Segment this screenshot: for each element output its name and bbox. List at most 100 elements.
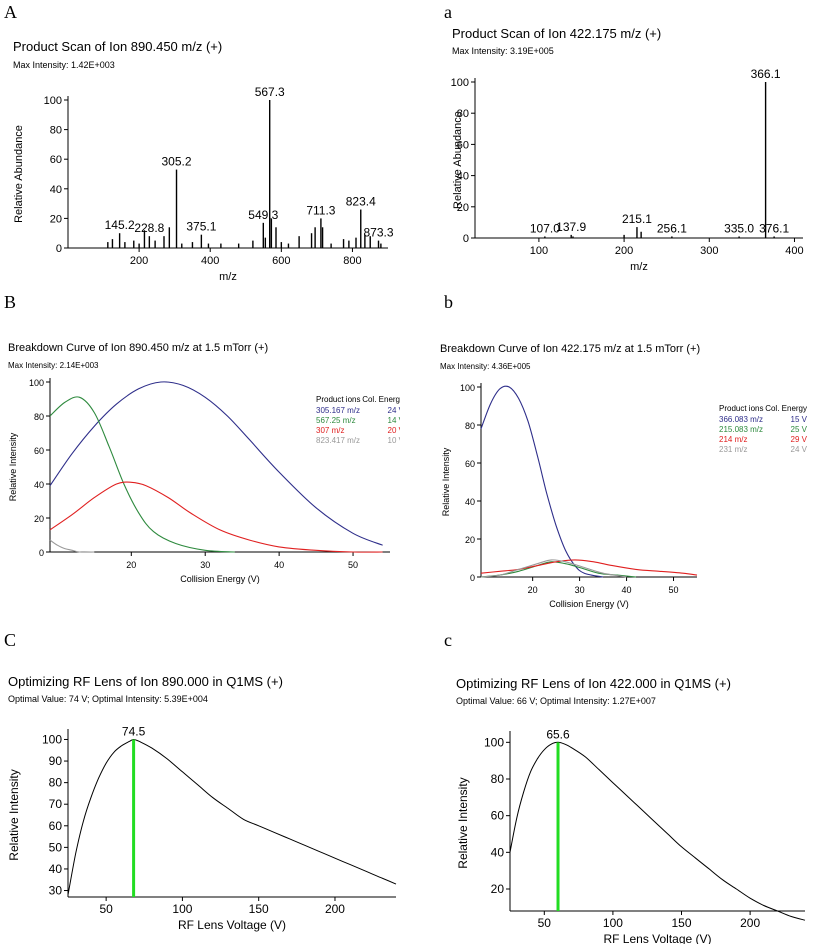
x-axis-label-A: m/z: [219, 271, 237, 280]
x-tick-label-B: 30: [200, 560, 210, 570]
x-tick-label-b: 20: [528, 585, 538, 595]
optimum-label-C: 74.5: [122, 724, 146, 738]
x-tick-label-A: 600: [272, 255, 290, 267]
chart-title-b: Breakdown Curve of Ion 422.175 m/z at 1.…: [440, 343, 701, 355]
y-tick-label-b: 40: [465, 497, 475, 507]
chart-subtitle-B: Max Intensity: 2.14E+003: [8, 361, 99, 370]
y-tick-label-A: 100: [44, 95, 62, 107]
x-axis-label-a: m/z: [630, 261, 648, 273]
peak-label-a: 137.9: [556, 220, 586, 234]
series-line-B: [49, 381, 383, 546]
y-tick-label-c: 100: [484, 735, 504, 749]
peak-label-A: 145.2: [105, 218, 135, 232]
y-tick-label-a: 40: [457, 171, 469, 183]
chart-b: 0 20 40 60 80 100 20 30 40 50 Collision Energy (V)…: [441, 383, 808, 609]
chart-subtitle-c: Optimal Value: 66 V; Optimal Intensity: …: [456, 696, 656, 706]
chart-B: 0 20 40 60 80 100 20 30 40 50 Collision Energy (V)…: [8, 378, 400, 584]
y-axis-label-B: Relative Intensity: [8, 432, 18, 501]
y-tick-label-a: 0: [463, 233, 469, 245]
chart-title-a: Product Scan of Ion 422.175 m/z (+): [452, 26, 662, 41]
peak-label-a: 335.0: [724, 221, 754, 235]
x-tick-label-B: 50: [348, 560, 358, 570]
peak-label-A: 549.3: [248, 208, 278, 222]
x-tick-label-B: 40: [274, 560, 284, 570]
y-tick-label-c: 80: [491, 772, 505, 786]
chart-c: 20 40 60 80 100 50 100 150 200 RF Lens Voltage (V…: [456, 727, 806, 944]
legend-ion-B: 823.417 m/z: [316, 436, 360, 445]
series-line-B: [49, 539, 95, 553]
y-tick-label-C: 100: [42, 732, 62, 746]
y-tick-label-C: 80: [49, 776, 63, 790]
peak-label-A: 375.1: [186, 220, 216, 234]
x-tick-label-b: 30: [575, 585, 585, 595]
legend-ion-b: 214 m/z: [719, 435, 747, 444]
x-tick-label-C: 150: [249, 902, 269, 916]
peak-label-a: 376.1: [759, 221, 789, 235]
x-axis-label-b: Collision Energy (V): [549, 599, 629, 609]
y-tick-label-c: 40: [491, 845, 505, 859]
x-tick-label-C: 50: [99, 902, 113, 916]
y-tick-label-B: 80: [34, 412, 44, 422]
y-tick-label-B: 20: [34, 514, 44, 524]
peak-label-A: 305.2: [161, 155, 191, 169]
peak-label-a: 366.1: [751, 67, 781, 81]
legend-ion-B: 567.25 m/z: [316, 416, 356, 425]
y-tick-label-C: 70: [49, 797, 63, 811]
y-axis-label-C: Relative Intensity: [7, 769, 21, 860]
chart-title-A: Product Scan of Ion 890.450 m/z (+): [13, 39, 223, 54]
chart-A: 0 20 40 60 80 100 200 400 600 800 m/z Relative Abun…: [13, 85, 394, 280]
legend-energy-b: 24 V: [791, 445, 808, 454]
x-tick-label-A: 400: [201, 255, 219, 267]
x-tick-label-C: 200: [325, 902, 345, 916]
y-tick-label-b: 20: [465, 535, 475, 545]
x-tick-label-A: 800: [343, 255, 361, 267]
legend-header-energy-b: Col. Energy: [765, 404, 807, 413]
legend-header-ions-B: Product ions: [316, 395, 360, 404]
peak-label-A: 873.3: [363, 226, 393, 240]
rf-curve-C: [67, 738, 397, 895]
y-tick-label-c: 20: [491, 882, 505, 896]
chart-title-c: Optimizing RF Lens of Ion 422.000 in Q1M…: [456, 676, 731, 691]
y-axis-label-A: Relative Abundance: [13, 125, 25, 223]
chart-title-C: Optimizing RF Lens of Ion 890.000 in Q1M…: [8, 674, 283, 689]
x-tick-label-c: 150: [671, 916, 691, 930]
peak-label-A: 228.8: [134, 221, 164, 235]
y-tick-label-b: 0: [470, 573, 475, 583]
legend-header-ions-b: Product ions: [719, 404, 763, 413]
panel-label-A: A: [4, 2, 17, 22]
y-axis-label-c: Relative Intensity: [456, 777, 470, 868]
y-tick-label-C: 30: [49, 884, 63, 898]
legend-energy-B: 14 V: [388, 416, 400, 425]
y-tick-label-B: 40: [34, 480, 44, 490]
panel-label-c: c: [444, 630, 452, 650]
y-tick-label-A: 60: [50, 154, 62, 166]
legend-energy-b: 29 V: [791, 435, 808, 444]
legend-header-energy-B: Col. Energy: [362, 395, 400, 404]
chart-subtitle-A: Max Intensity: 1.42E+003: [13, 60, 115, 70]
x-tick-label-a: 200: [615, 245, 633, 257]
y-tick-label-C: 60: [49, 819, 63, 833]
chart-subtitle-b: Max Intensity: 4.36E+005: [440, 362, 531, 371]
peak-label-A: 711.3: [306, 203, 335, 217]
y-tick-label-b: 100: [460, 383, 475, 393]
y-tick-label-a: 20: [457, 202, 469, 214]
x-tick-label-a: 400: [785, 245, 803, 257]
x-tick-label-b: 40: [622, 585, 632, 595]
chart-C: 30 40 50 60 70 80 90 100 50 100 150 200 RF Lens Volt…: [7, 724, 397, 932]
legend-ion-b: 215.083 m/z: [719, 425, 763, 434]
y-tick-label-A: 80: [50, 125, 62, 137]
y-tick-label-c: 60: [491, 809, 505, 823]
chart-subtitle-C: Optimal Value: 74 V; Optimal Intensity: …: [8, 694, 208, 704]
y-tick-label-b: 60: [465, 459, 475, 469]
panel-label-a: a: [444, 2, 452, 22]
optimum-label-c: 65.6: [546, 727, 570, 741]
legend-energy-b: 25 V: [791, 425, 808, 434]
legend-energy-b: 15 V: [791, 415, 808, 424]
x-tick-label-C: 100: [172, 902, 192, 916]
chart-subtitle-a: Max Intensity: 3.19E+005: [452, 46, 554, 56]
y-tick-label-C: 50: [49, 840, 63, 854]
y-tick-label-C: 90: [49, 754, 63, 768]
peak-label-a: 256.1: [657, 221, 687, 235]
rf-curve-c: [509, 741, 806, 921]
series-line-b: [480, 385, 604, 578]
